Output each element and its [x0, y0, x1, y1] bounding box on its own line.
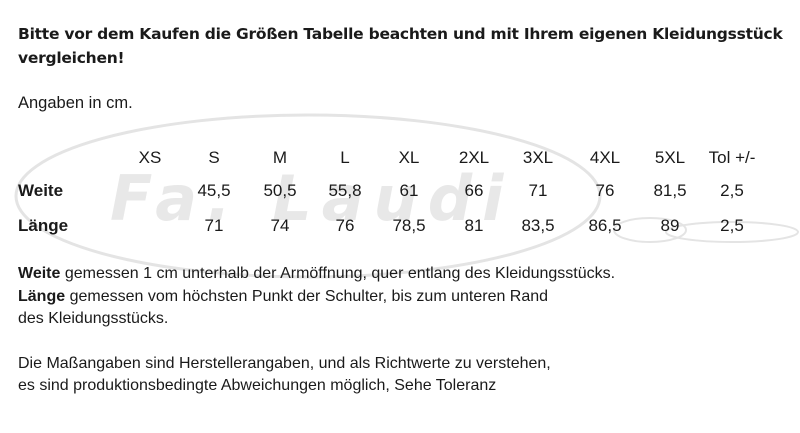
note-laenge-keyword: Länge [18, 287, 66, 305]
table-cell: 76 [595, 181, 615, 200]
table-cell: 55,8 [328, 181, 362, 200]
table-cell: 61 [399, 181, 419, 200]
table-cell: 71 [528, 181, 548, 200]
table-cell: 89 [660, 216, 680, 235]
table-cell: 86,5 [588, 216, 622, 235]
notes: Weite gemessen 1 cm unterhalb der Armöff… [18, 263, 788, 398]
note-weite: Weite gemessen 1 cm unterhalb der Armöff… [18, 263, 788, 286]
table-cell: 71 [204, 216, 224, 235]
table-cell: 81,5 [653, 181, 687, 200]
row-label-laenge: Länge [18, 216, 69, 235]
size-header-cell: 4XL [589, 148, 621, 167]
table-cell: 45,5 [197, 181, 231, 200]
size-header-cell: M [272, 148, 288, 167]
note-laenge-text: gemessen vom höchsten Punkt der Schulter… [65, 287, 549, 305]
size-header-cell: Tol +/- [708, 148, 756, 167]
table-cell: 2,5 [720, 181, 744, 200]
row-label-weite: Weite [18, 181, 64, 200]
note-weite-text: gemessen 1 cm unterhalb der Armöffnung, … [60, 265, 616, 282]
table-cell: 2,5 [720, 216, 744, 235]
size-header-cell: XL [398, 148, 420, 167]
size-header-cell: 5XL [654, 148, 686, 167]
units-note: Angaben in cm. [18, 94, 133, 112]
table-cell: 50,5 [263, 181, 297, 200]
size-header-cell: 2XL [458, 148, 490, 167]
note-laenge-cont: des Kleidungsstücks. [18, 310, 169, 327]
note-weite-keyword: Weite [18, 265, 61, 282]
disclaimer-line-1: Die Maßangaben sind Herstellerangaben, u… [18, 354, 551, 372]
size-header-cell: S [208, 148, 220, 167]
table-cell: 74 [270, 216, 290, 235]
size-header-cell: XS [138, 148, 162, 167]
size-header-cell: L [340, 148, 350, 167]
page-heading: Bitte vor dem Kaufen die Größen Tabelle … [18, 25, 783, 67]
table-cell: 81 [464, 216, 484, 235]
table-cell: 83,5 [521, 216, 555, 235]
note-laenge: Länge gemessen vom höchsten Punkt der Sc… [18, 286, 788, 309]
table-cell: 66 [464, 181, 484, 200]
table-cell: 78,5 [392, 216, 426, 235]
disclaimer-line-2: es sind produktionsbedingte Abweichungen… [18, 377, 497, 394]
size-header-cell: 3XL [522, 148, 554, 167]
table-cell: 76 [335, 216, 355, 235]
